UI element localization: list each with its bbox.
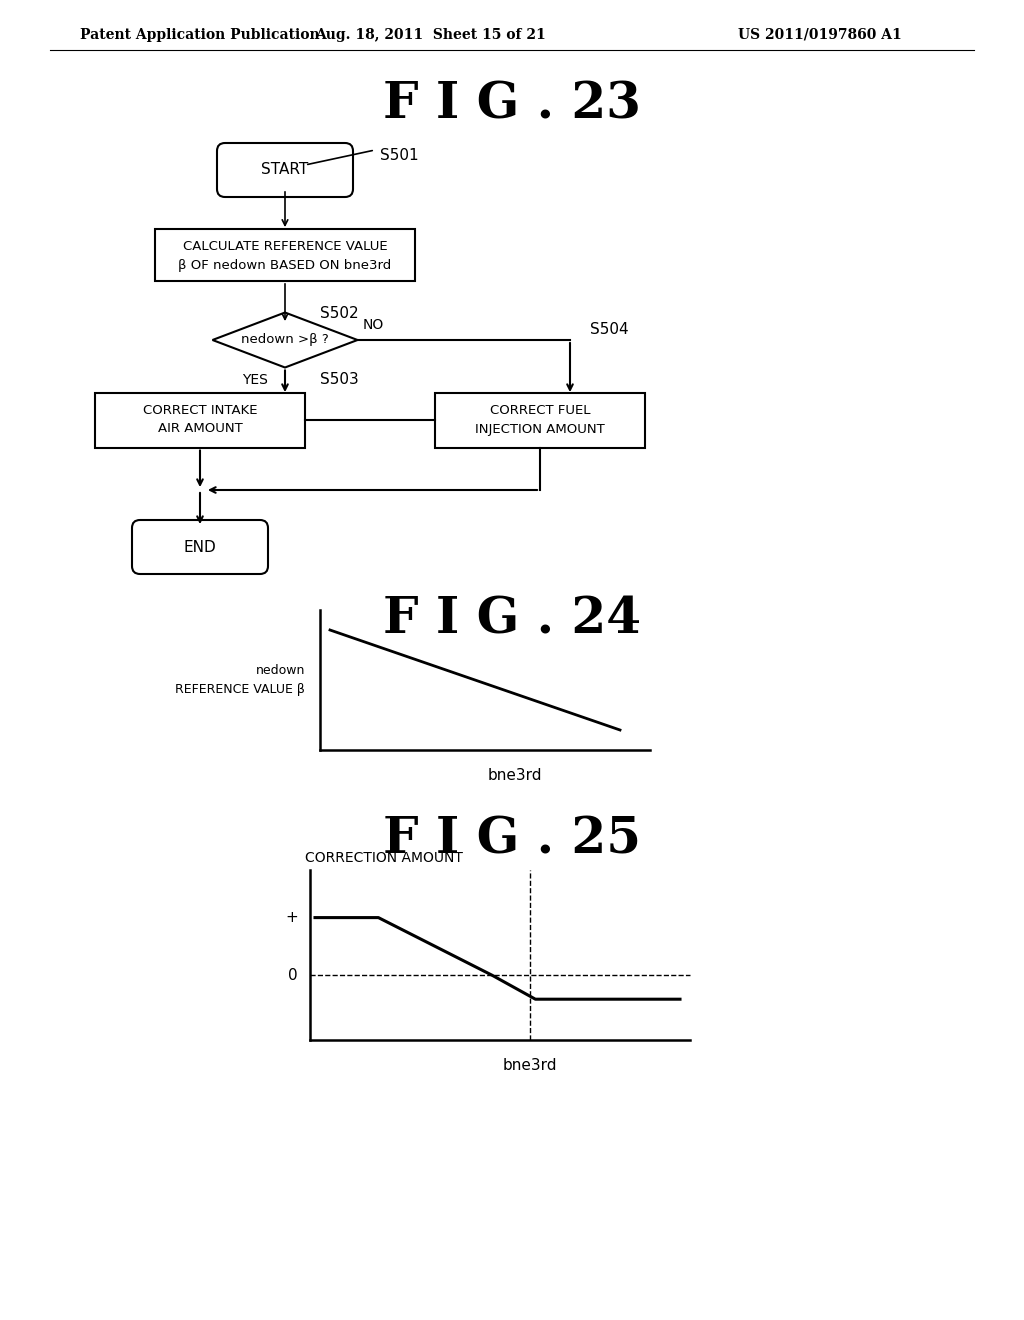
- FancyBboxPatch shape: [95, 392, 305, 447]
- Text: nedown: nedown: [256, 664, 305, 676]
- Text: bne3rd: bne3rd: [487, 767, 543, 783]
- Text: F I G . 23: F I G . 23: [383, 81, 641, 129]
- Text: F I G . 24: F I G . 24: [383, 595, 641, 644]
- Text: YES: YES: [242, 372, 268, 387]
- Text: S501: S501: [380, 148, 419, 162]
- Text: 0: 0: [289, 968, 298, 983]
- Text: US 2011/0197860 A1: US 2011/0197860 A1: [738, 28, 902, 42]
- Text: START: START: [261, 162, 308, 177]
- Text: β OF nedown BASED ON bne3rd: β OF nedown BASED ON bne3rd: [178, 259, 391, 272]
- Text: CORRECT FUEL: CORRECT FUEL: [489, 404, 590, 417]
- Text: +: +: [286, 909, 298, 925]
- Text: NO: NO: [362, 318, 384, 333]
- Text: CORRECTION AMOUNT: CORRECTION AMOUNT: [305, 851, 463, 865]
- FancyBboxPatch shape: [155, 228, 415, 281]
- Text: Aug. 18, 2011  Sheet 15 of 21: Aug. 18, 2011 Sheet 15 of 21: [314, 28, 546, 42]
- FancyBboxPatch shape: [217, 143, 353, 197]
- Text: CORRECT INTAKE: CORRECT INTAKE: [142, 404, 257, 417]
- Text: S504: S504: [590, 322, 629, 338]
- Text: S502: S502: [319, 305, 358, 321]
- FancyBboxPatch shape: [435, 392, 645, 447]
- Text: bne3rd: bne3rd: [503, 1057, 557, 1072]
- Text: nedown >β ?: nedown >β ?: [241, 334, 329, 346]
- FancyBboxPatch shape: [132, 520, 268, 574]
- Text: CALCULATE REFERENCE VALUE: CALCULATE REFERENCE VALUE: [182, 240, 387, 253]
- Text: REFERENCE VALUE β: REFERENCE VALUE β: [175, 684, 305, 697]
- Text: END: END: [183, 540, 216, 554]
- Text: S503: S503: [319, 372, 358, 388]
- Text: Patent Application Publication: Patent Application Publication: [80, 28, 319, 42]
- Text: INJECTION AMOUNT: INJECTION AMOUNT: [475, 422, 605, 436]
- Text: F I G . 25: F I G . 25: [383, 816, 641, 865]
- Text: AIR AMOUNT: AIR AMOUNT: [158, 422, 243, 436]
- Polygon shape: [213, 313, 357, 367]
